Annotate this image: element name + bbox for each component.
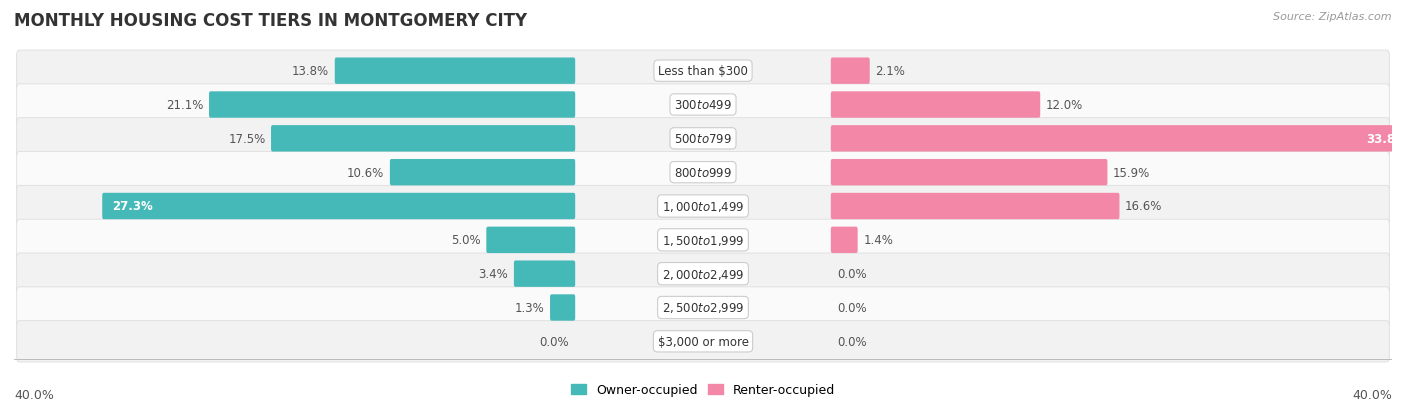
Text: 1.4%: 1.4%: [863, 234, 893, 247]
FancyBboxPatch shape: [831, 58, 870, 85]
FancyBboxPatch shape: [17, 152, 1389, 193]
FancyBboxPatch shape: [209, 92, 575, 119]
Text: 2.1%: 2.1%: [875, 65, 905, 78]
Legend: Owner-occupied, Renter-occupied: Owner-occupied, Renter-occupied: [567, 378, 839, 401]
FancyBboxPatch shape: [513, 261, 575, 287]
Text: 0.0%: 0.0%: [838, 335, 868, 348]
Text: Less than $300: Less than $300: [658, 65, 748, 78]
Text: 40.0%: 40.0%: [1353, 388, 1392, 401]
FancyBboxPatch shape: [335, 58, 575, 85]
FancyBboxPatch shape: [389, 159, 575, 186]
Text: 40.0%: 40.0%: [14, 388, 53, 401]
Text: $1,500 to $1,999: $1,500 to $1,999: [662, 233, 744, 247]
Text: 1.3%: 1.3%: [515, 301, 544, 314]
Text: 33.8%: 33.8%: [1367, 133, 1406, 145]
Text: $500 to $799: $500 to $799: [673, 133, 733, 145]
FancyBboxPatch shape: [831, 159, 1108, 186]
Text: $3,000 or more: $3,000 or more: [658, 335, 748, 348]
FancyBboxPatch shape: [831, 227, 858, 254]
FancyBboxPatch shape: [17, 220, 1389, 261]
FancyBboxPatch shape: [831, 193, 1119, 220]
FancyBboxPatch shape: [17, 51, 1389, 92]
Text: 0.0%: 0.0%: [838, 268, 868, 280]
Text: 10.6%: 10.6%: [347, 166, 384, 179]
Text: $800 to $999: $800 to $999: [673, 166, 733, 179]
FancyBboxPatch shape: [550, 294, 575, 321]
Text: 3.4%: 3.4%: [478, 268, 509, 280]
Text: 0.0%: 0.0%: [538, 335, 568, 348]
FancyBboxPatch shape: [486, 227, 575, 254]
FancyBboxPatch shape: [831, 92, 1040, 119]
Text: 27.3%: 27.3%: [112, 200, 153, 213]
Text: $2,500 to $2,999: $2,500 to $2,999: [662, 301, 744, 315]
Text: $300 to $499: $300 to $499: [673, 99, 733, 112]
FancyBboxPatch shape: [17, 85, 1389, 126]
FancyBboxPatch shape: [17, 287, 1389, 328]
FancyBboxPatch shape: [103, 193, 575, 220]
Text: $2,000 to $2,499: $2,000 to $2,499: [662, 267, 744, 281]
Text: 12.0%: 12.0%: [1046, 99, 1083, 112]
Text: MONTHLY HOUSING COST TIERS IN MONTGOMERY CITY: MONTHLY HOUSING COST TIERS IN MONTGOMERY…: [14, 12, 527, 30]
FancyBboxPatch shape: [271, 126, 575, 152]
FancyBboxPatch shape: [831, 126, 1406, 152]
Text: 13.8%: 13.8%: [292, 65, 329, 78]
Text: Source: ZipAtlas.com: Source: ZipAtlas.com: [1274, 12, 1392, 22]
FancyBboxPatch shape: [17, 254, 1389, 294]
Text: $1,000 to $1,499: $1,000 to $1,499: [662, 199, 744, 214]
Text: 17.5%: 17.5%: [228, 133, 266, 145]
Text: 21.1%: 21.1%: [166, 99, 204, 112]
FancyBboxPatch shape: [17, 321, 1389, 362]
Text: 16.6%: 16.6%: [1125, 200, 1163, 213]
FancyBboxPatch shape: [17, 119, 1389, 159]
FancyBboxPatch shape: [17, 186, 1389, 227]
Text: 15.9%: 15.9%: [1114, 166, 1150, 179]
Text: 0.0%: 0.0%: [838, 301, 868, 314]
Text: 5.0%: 5.0%: [451, 234, 481, 247]
